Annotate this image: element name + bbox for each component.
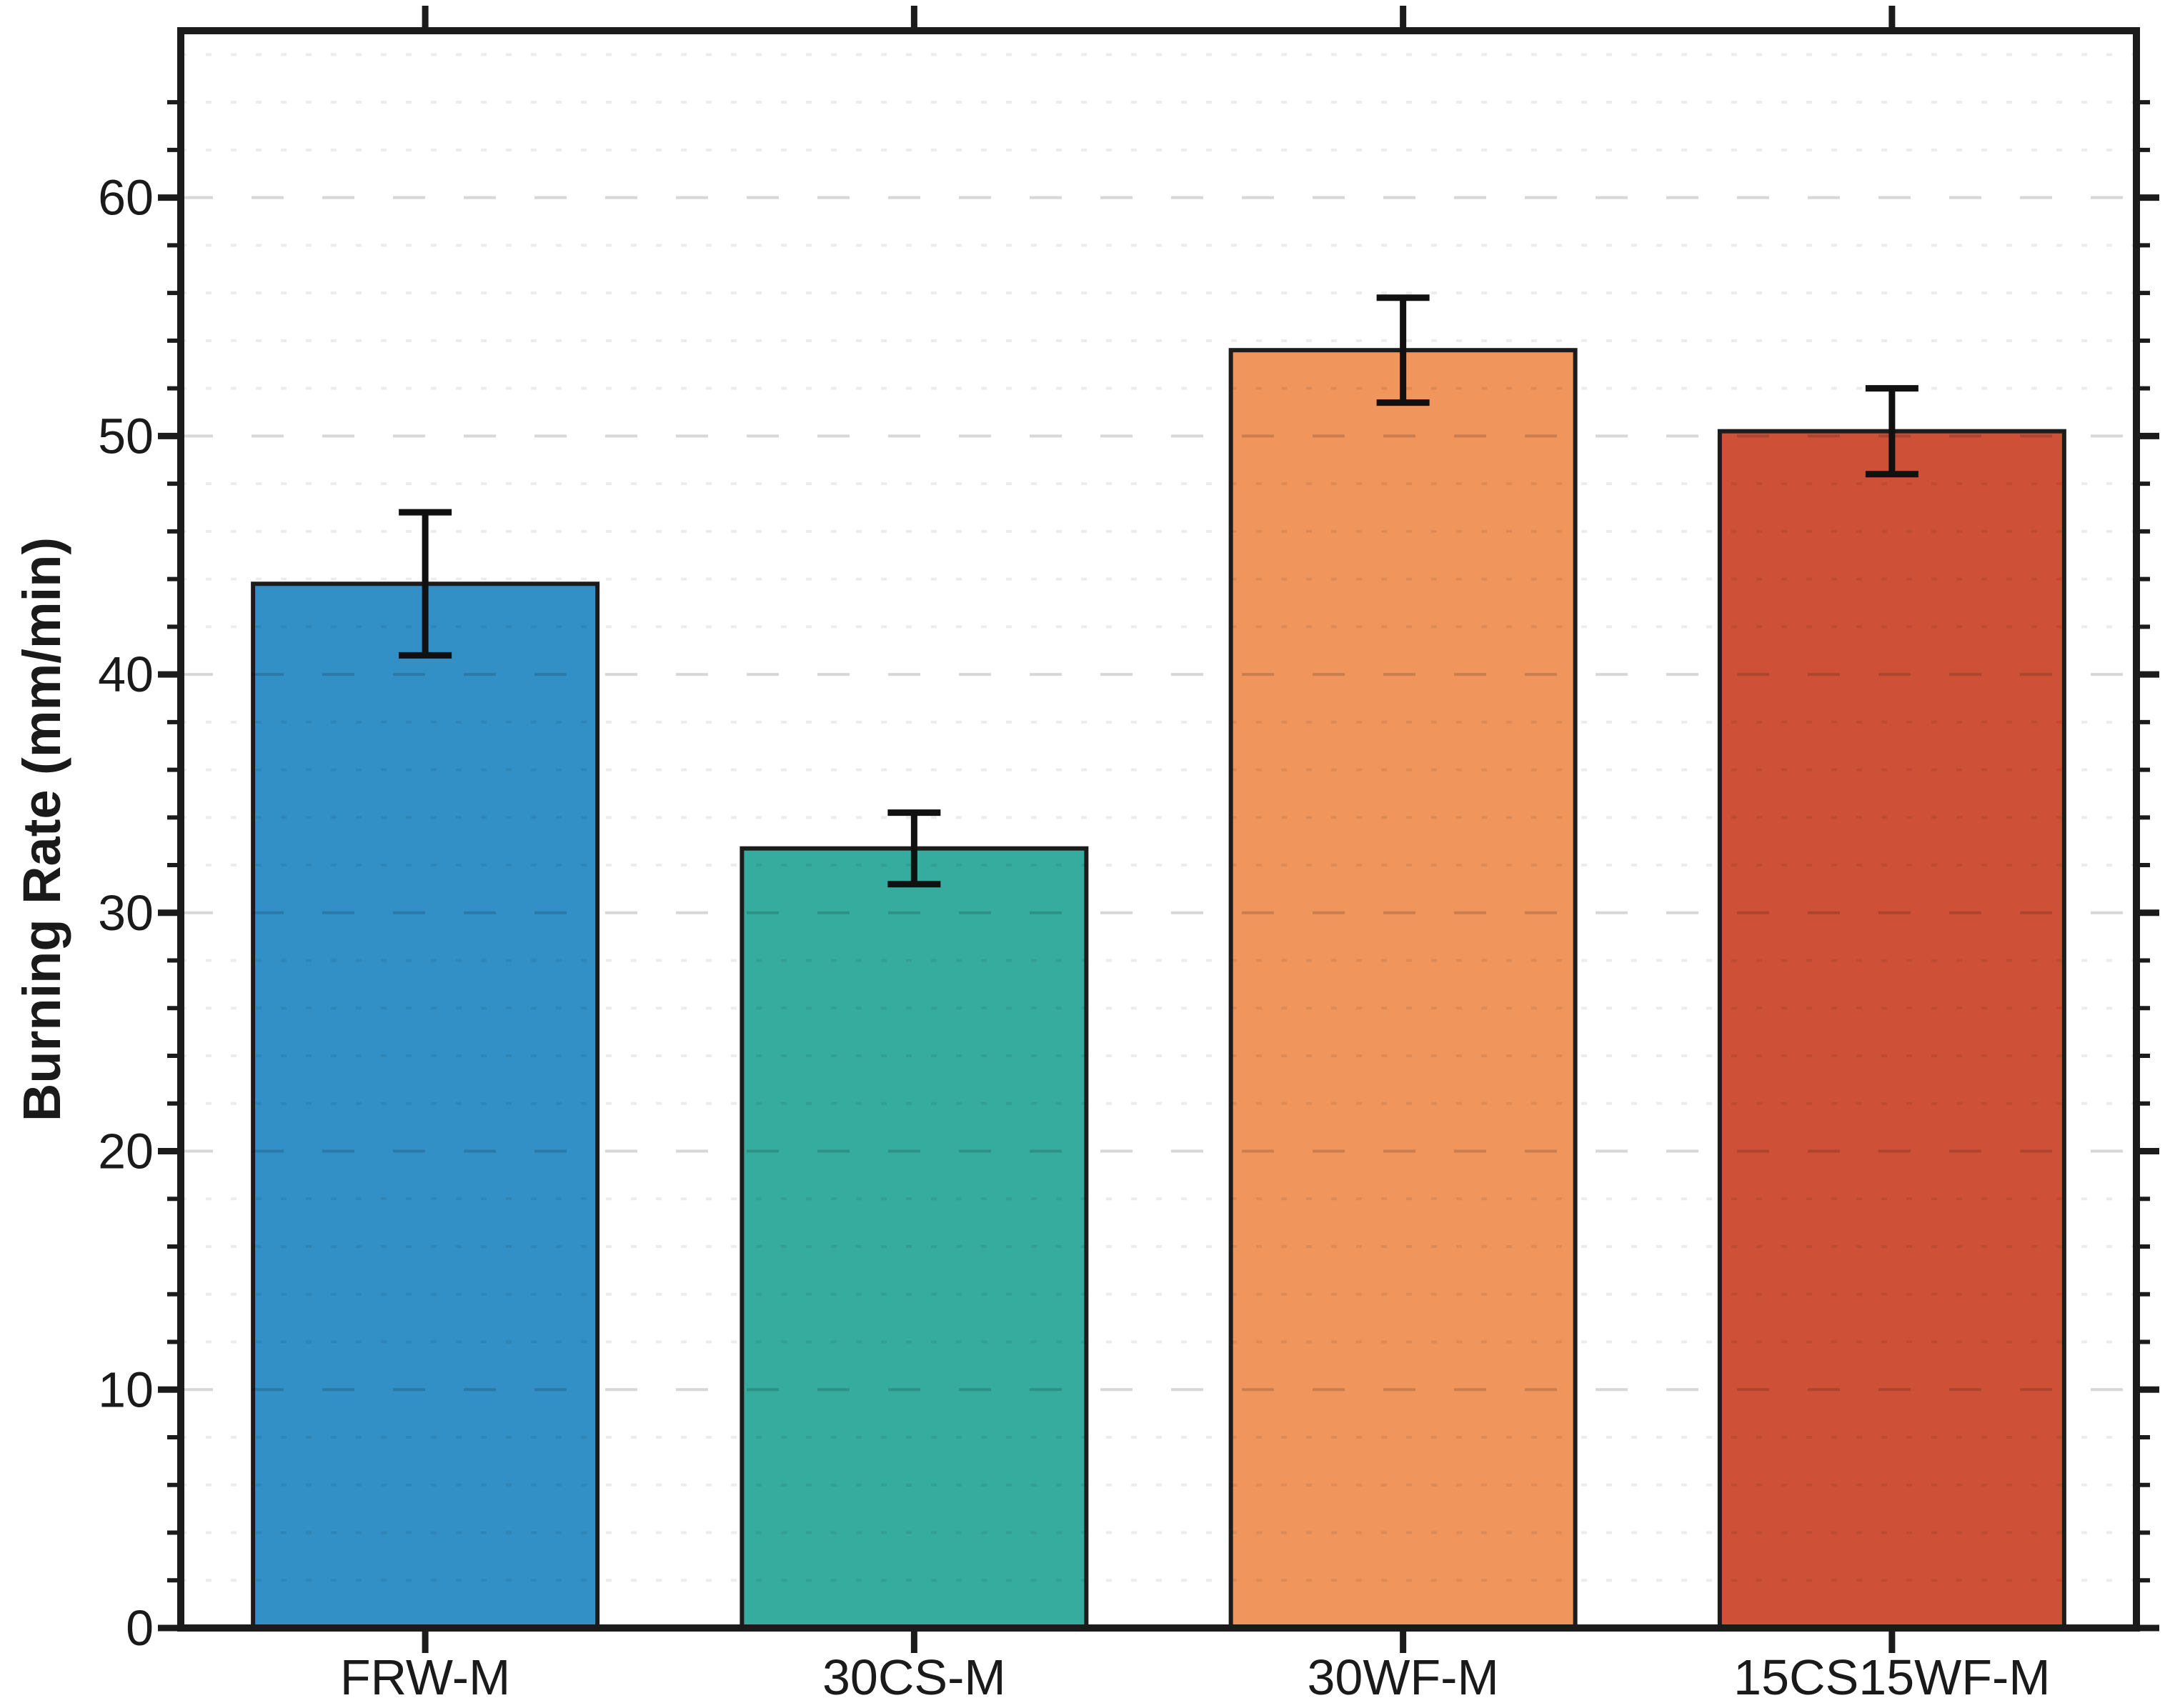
error-bar-15cs15wf-m: [1865, 385, 1918, 478]
y-tick-labels: 0 10 20 30 40 50 60: [98, 170, 154, 1656]
y-tick-label-30: 30: [98, 885, 154, 941]
error-bar-30wf-m: [1376, 294, 1430, 406]
x-tick-labels: FRW-M 30CS-M 30WF-M 15CS15WF-M: [340, 1649, 2051, 1705]
minor-gridlines-layer: [181, 53, 2136, 1582]
error-bar-frw-m: [399, 509, 452, 659]
x-tick-label-30cs-m: 30CS-M: [822, 1649, 1006, 1705]
bar-30cs-m: [740, 846, 1089, 1630]
plot-frame: [177, 27, 2140, 1632]
bar-15cs15wf-m: [1717, 429, 2066, 1630]
y-tick-label-50: 50: [98, 408, 154, 464]
axis-ticks-layer: [158, 6, 2159, 1653]
bar-frw-m: [251, 581, 600, 1630]
y-axis-title: Burning Rate (mm/min): [12, 537, 71, 1122]
major-gridlines-layer: [181, 196, 2136, 1392]
x-tick-label-30wf-m: 30WF-M: [1307, 1649, 1498, 1705]
y-tick-label-0: 0: [126, 1600, 154, 1656]
x-tick-label-frw-m: FRW-M: [340, 1649, 510, 1705]
x-tick-label-15cs15wf-m: 15CS15WF-M: [1733, 1649, 2050, 1705]
error-bar-30cs-m: [887, 809, 941, 888]
error-bars-layer: [399, 294, 1918, 888]
y-tick-label-60: 60: [98, 170, 154, 226]
y-tick-label-10: 10: [98, 1362, 154, 1417]
y-tick-label-40: 40: [98, 646, 154, 702]
y-tick-label-20: 20: [98, 1124, 154, 1179]
